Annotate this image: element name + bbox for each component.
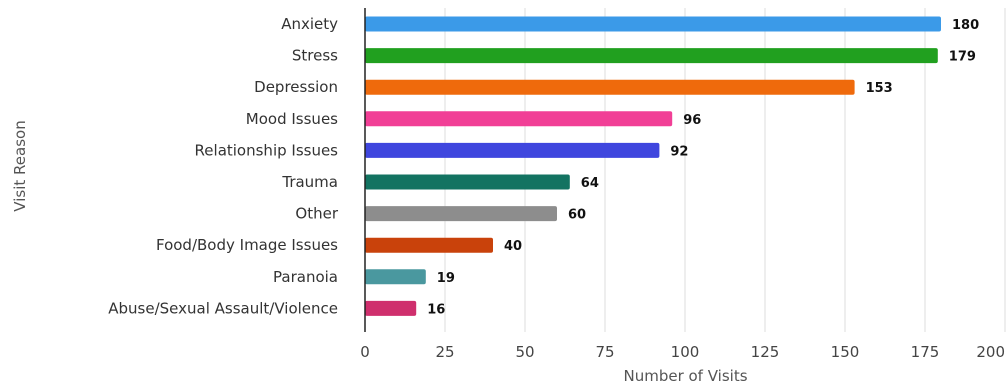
- value-label: 96: [683, 113, 701, 128]
- category-label: Mood Issues: [246, 110, 338, 128]
- category-label: Stress: [292, 47, 338, 65]
- bar: [365, 16, 941, 32]
- bar: [365, 142, 660, 158]
- bar: [365, 206, 557, 222]
- category-label: Abuse/Sexual Assault/Violence: [108, 299, 338, 317]
- bar: [365, 111, 673, 127]
- category-label: Depression: [254, 78, 338, 96]
- category-label: Anxiety: [281, 15, 338, 33]
- category-label: Paranoia: [273, 268, 338, 286]
- value-label: 19: [437, 271, 455, 286]
- bar: [365, 79, 855, 95]
- value-label: 64: [581, 176, 599, 191]
- x-tick-label: 125: [751, 343, 780, 361]
- bar: [365, 174, 570, 190]
- x-tick-label: 50: [515, 343, 534, 361]
- x-tick-label: 175: [911, 343, 940, 361]
- y-axis-title: Visit Reason: [11, 120, 29, 211]
- value-label: 180: [952, 18, 979, 33]
- bars: [365, 16, 941, 316]
- x-tick-label: 100: [671, 343, 700, 361]
- value-label: 16: [427, 302, 445, 317]
- category-label: Other: [295, 205, 338, 223]
- category-label: Food/Body Image Issues: [156, 236, 338, 254]
- x-tick-labels: 0 25 50 75 100 125 150 175 200: [360, 343, 1005, 361]
- value-labels: 180 179 153 96 92 64 60 40 19 16: [427, 18, 979, 317]
- x-tick-label: 0: [360, 343, 370, 361]
- bar: [365, 269, 426, 285]
- x-axis-title: Number of Visits: [623, 367, 747, 385]
- bar: [365, 300, 417, 316]
- category-label: Trauma: [281, 173, 338, 191]
- bar: [365, 48, 938, 64]
- bar: [365, 237, 493, 253]
- value-label: 40: [504, 239, 522, 254]
- x-tick-label: 75: [595, 343, 614, 361]
- category-label: Relationship Issues: [195, 141, 339, 159]
- x-tick-label: 25: [435, 343, 454, 361]
- value-label: 153: [866, 81, 893, 96]
- x-tick-label: 150: [831, 343, 860, 361]
- value-label: 179: [949, 50, 976, 65]
- category-labels: Anxiety Stress Depression Mood Issues Relati…: [108, 15, 339, 317]
- value-label: 92: [670, 144, 688, 159]
- value-label: 60: [568, 208, 586, 223]
- x-tick-label: 200: [976, 343, 1005, 361]
